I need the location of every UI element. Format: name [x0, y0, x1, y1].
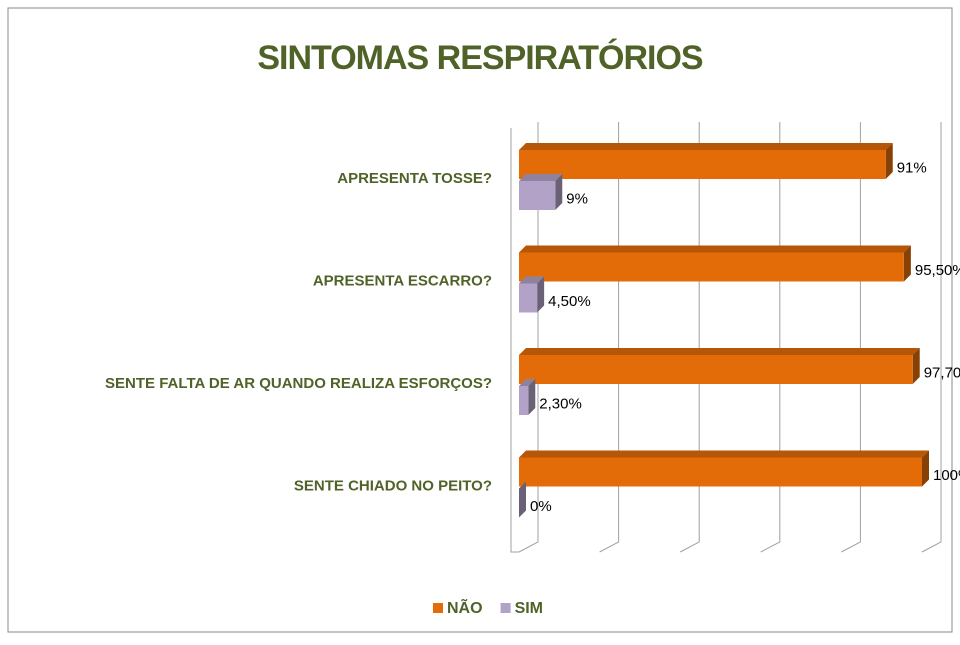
- bar-top: [519, 276, 545, 284]
- category-label: APRESENTA ESCARRO?: [313, 272, 492, 289]
- category-label: APRESENTA TOSSE?: [337, 170, 492, 187]
- bar: [519, 174, 563, 210]
- bar-side: [885, 143, 893, 179]
- bar: [519, 245, 911, 282]
- bar-side: [528, 379, 536, 415]
- legend-swatch: [433, 603, 443, 613]
- value-label: 97,70%: [924, 364, 960, 381]
- bar-front: [519, 283, 538, 313]
- chart-frame: [7, 7, 953, 633]
- bar-top: [519, 379, 536, 386]
- bar: [519, 450, 929, 487]
- bar-top: [519, 143, 893, 150]
- legend-label: SIM: [515, 600, 543, 617]
- value-label: 100%: [933, 467, 960, 484]
- bar-front: [519, 386, 529, 415]
- value-label: 4,50%: [548, 293, 591, 310]
- bar-front: [519, 457, 922, 487]
- category-label: SENTE CHIADO NO PEITO?: [294, 477, 492, 494]
- bar-top: [519, 174, 563, 181]
- bar: [519, 348, 920, 384]
- bar: [519, 379, 536, 415]
- value-label: 2,30%: [539, 395, 582, 412]
- bar: [519, 143, 893, 179]
- bar-side: [537, 276, 545, 313]
- value-label: 91%: [897, 159, 927, 176]
- chart-title: SINTOMAS RESPIRATÓRIOS: [257, 39, 703, 77]
- bar: [519, 481, 526, 518]
- grid-line: [921, 122, 942, 553]
- bar-top: [519, 450, 929, 458]
- legend-label: NÃO: [447, 597, 483, 617]
- bar-side: [519, 481, 526, 518]
- value-label: 9%: [566, 190, 588, 207]
- bar-front: [519, 252, 904, 282]
- bar-side: [922, 450, 929, 487]
- bar-front: [519, 150, 886, 179]
- bar-front: [519, 181, 556, 210]
- category-label: SENTE FALTA DE AR QUANDO REALIZA ESFORÇO…: [105, 375, 492, 392]
- bar: [519, 276, 545, 313]
- value-label: 95,50%: [915, 262, 960, 279]
- value-label: 0%: [530, 498, 552, 515]
- bar-side: [903, 245, 911, 282]
- bar-side: [555, 174, 563, 210]
- bar-top: [519, 348, 920, 355]
- legend-swatch: [500, 603, 511, 613]
- axis-line: [510, 128, 519, 553]
- bar-top: [519, 245, 911, 253]
- bar-front: [519, 355, 913, 384]
- bar-side: [912, 348, 920, 384]
